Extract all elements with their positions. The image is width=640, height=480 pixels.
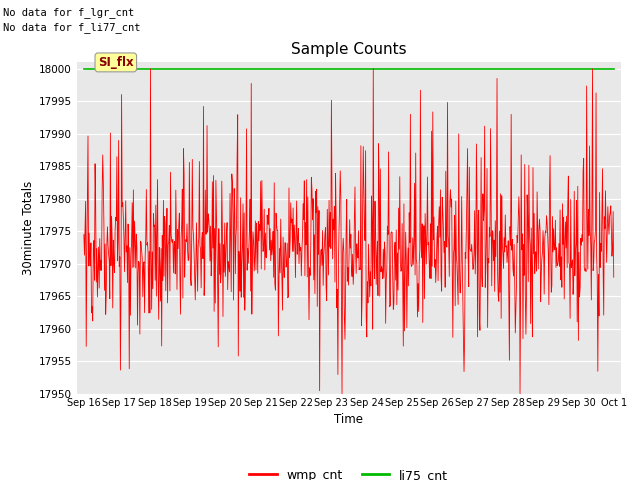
Title: Sample Counts: Sample Counts (291, 42, 406, 57)
Y-axis label: 30minute Totals: 30minute Totals (22, 181, 35, 275)
X-axis label: Time: Time (334, 413, 364, 426)
Text: No data for f_li77_cnt: No data for f_li77_cnt (3, 22, 141, 33)
Text: SI_flx: SI_flx (98, 56, 134, 69)
Legend: wmp_cnt, li75_cnt: wmp_cnt, li75_cnt (244, 464, 453, 480)
Text: No data for f_lgr_cnt: No data for f_lgr_cnt (3, 7, 134, 18)
